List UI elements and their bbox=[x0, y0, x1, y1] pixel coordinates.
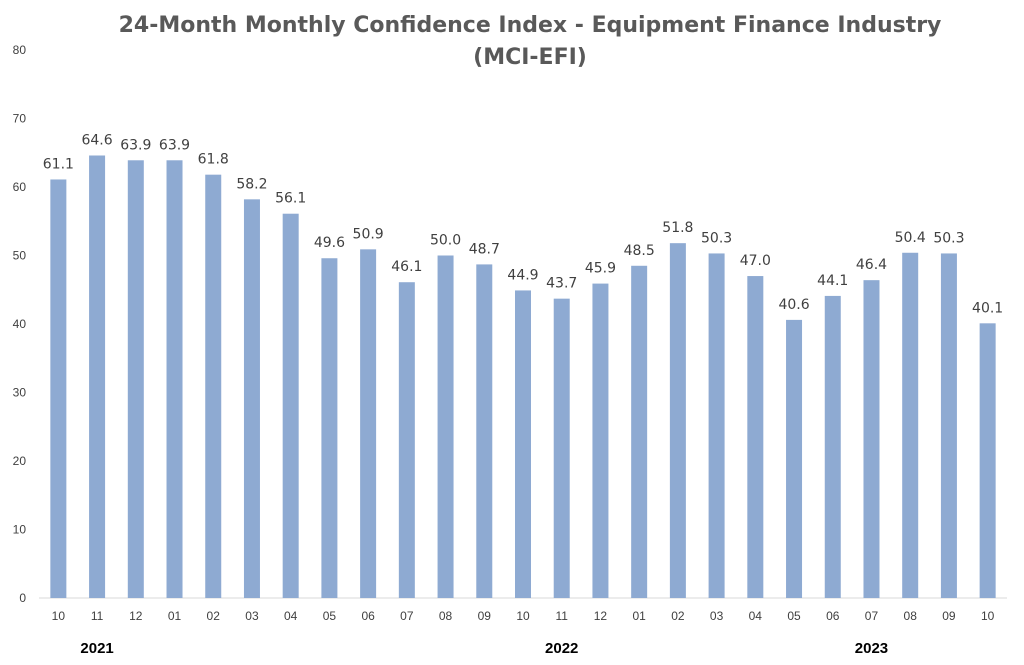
x-tick-label: 06 bbox=[826, 609, 840, 623]
y-tick-label: 60 bbox=[13, 180, 27, 194]
data-label: 48.7 bbox=[469, 241, 500, 257]
bar bbox=[476, 264, 493, 598]
data-label: 58.2 bbox=[236, 176, 267, 192]
x-tick-label: 09 bbox=[478, 609, 492, 623]
data-labels-group: 61.1 64.6 63.9 63.9 61.8 58.2 56.1 49.6 50.9 46.1… bbox=[43, 132, 1003, 316]
bar bbox=[902, 252, 919, 598]
x-tick-label: 04 bbox=[284, 609, 298, 623]
x-tick-label: 11 bbox=[91, 609, 104, 623]
data-label: 50.3 bbox=[701, 230, 732, 246]
y-tick-label: 50 bbox=[13, 249, 27, 263]
data-label: 49.6 bbox=[314, 235, 345, 251]
data-label: 45.9 bbox=[585, 261, 616, 277]
y-tick-label: 10 bbox=[13, 523, 27, 537]
x-tick-label: 02 bbox=[207, 609, 221, 623]
data-label: 46.4 bbox=[856, 257, 887, 273]
year-labels-group: 2021 2022 2023 bbox=[80, 640, 888, 657]
data-label: 61.8 bbox=[198, 152, 229, 168]
x-tick-label: 08 bbox=[904, 609, 918, 623]
bar bbox=[50, 179, 67, 598]
data-label: 47.0 bbox=[740, 253, 771, 269]
chart-title-line2: (MCI-EFI) bbox=[473, 45, 587, 70]
data-label: 50.4 bbox=[895, 230, 926, 246]
data-label: 50.3 bbox=[933, 230, 964, 246]
data-label: 64.6 bbox=[81, 132, 112, 148]
data-label: 43.7 bbox=[546, 276, 577, 292]
chart-title: 24-Month Monthly Confidence Index - Equi… bbox=[119, 13, 942, 38]
data-label: 63.9 bbox=[120, 137, 151, 153]
bar bbox=[747, 276, 764, 598]
x-tick-label: 06 bbox=[361, 609, 375, 623]
x-tick-label: 09 bbox=[942, 609, 956, 623]
x-axis-ticks: 10 11 12 01 02 03 04 05 06 07 08 09 10 11 12 01 02 03 04 05… bbox=[52, 609, 995, 623]
x-tick-label: 07 bbox=[865, 609, 879, 623]
bar bbox=[631, 265, 648, 598]
bar bbox=[592, 283, 609, 598]
x-tick-label: 05 bbox=[787, 609, 801, 623]
bar bbox=[669, 243, 686, 599]
bar bbox=[708, 253, 725, 598]
bar bbox=[824, 295, 841, 598]
year-label: 2021 bbox=[80, 640, 113, 657]
y-tick-label: 30 bbox=[13, 386, 27, 400]
bar bbox=[205, 174, 222, 599]
data-label: 63.9 bbox=[159, 137, 190, 153]
data-label: 40.6 bbox=[778, 297, 809, 313]
y-tick-label: 0 bbox=[19, 591, 26, 605]
x-tick-label: 01 bbox=[168, 609, 182, 623]
x-tick-label: 10 bbox=[52, 609, 66, 623]
bar bbox=[940, 253, 957, 598]
data-label: 51.8 bbox=[662, 220, 693, 236]
bar bbox=[127, 160, 144, 598]
x-tick-label: 01 bbox=[632, 609, 646, 623]
data-label: 48.5 bbox=[624, 243, 655, 259]
x-tick-label: 04 bbox=[749, 609, 763, 623]
x-tick-label: 03 bbox=[710, 609, 724, 623]
x-tick-label: 12 bbox=[129, 609, 143, 623]
bar bbox=[166, 160, 183, 598]
x-tick-label: 02 bbox=[671, 609, 685, 623]
data-label: 56.1 bbox=[275, 191, 306, 207]
bar bbox=[89, 155, 106, 599]
bar bbox=[282, 213, 299, 598]
data-label: 40.1 bbox=[972, 300, 1003, 316]
bar bbox=[786, 319, 803, 598]
bar bbox=[515, 290, 531, 598]
y-tick-label: 40 bbox=[13, 317, 27, 331]
y-tick-label: 80 bbox=[13, 43, 27, 57]
x-tick-label: 11 bbox=[555, 609, 568, 623]
data-label: 44.9 bbox=[507, 267, 538, 283]
bar bbox=[321, 258, 338, 598]
x-tick-label: 03 bbox=[245, 609, 259, 623]
bar bbox=[979, 323, 996, 598]
x-tick-label: 05 bbox=[323, 609, 337, 623]
y-tick-label: 20 bbox=[13, 454, 27, 468]
bar bbox=[863, 280, 880, 598]
bars-group bbox=[50, 155, 996, 599]
bar bbox=[398, 282, 415, 598]
year-label: 2023 bbox=[855, 640, 888, 657]
data-label: 50.9 bbox=[353, 226, 384, 242]
bar bbox=[437, 255, 454, 598]
y-tick-label: 70 bbox=[13, 112, 27, 126]
data-label: 46.1 bbox=[391, 259, 422, 275]
y-axis-ticks: 0 10 20 30 40 50 60 70 80 bbox=[13, 43, 27, 605]
data-label: 44.1 bbox=[817, 273, 848, 289]
x-tick-label: 10 bbox=[516, 609, 530, 623]
x-tick-label: 08 bbox=[439, 609, 453, 623]
x-tick-label: 07 bbox=[400, 609, 414, 623]
x-tick-label: 12 bbox=[594, 609, 608, 623]
data-label: 61.1 bbox=[43, 156, 74, 172]
bar bbox=[553, 298, 570, 598]
year-label: 2022 bbox=[545, 640, 578, 657]
bar bbox=[243, 199, 260, 598]
bar bbox=[360, 249, 377, 598]
x-tick-label: 10 bbox=[981, 609, 995, 623]
data-label: 50.0 bbox=[430, 233, 461, 249]
